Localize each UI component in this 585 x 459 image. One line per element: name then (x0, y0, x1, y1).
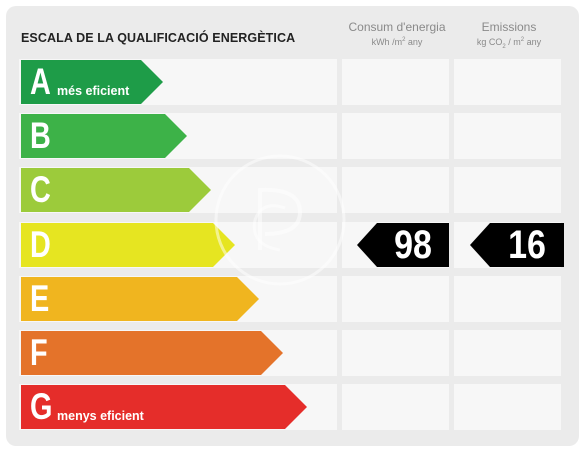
emissions-cell (454, 330, 561, 376)
consumption-unit: kWh /m2 any (371, 37, 423, 47)
class-letter: A (30, 61, 51, 102)
watermark-logo-icon (214, 154, 346, 286)
consumption-cell (342, 276, 449, 322)
class-sublabel: menys eficient (57, 409, 144, 423)
emissions-header: Emissions kg CO2 / m2 any (453, 20, 565, 53)
class-letter: F (30, 332, 48, 373)
class-letter: D (30, 224, 51, 265)
class-letter: G (30, 386, 53, 427)
class-c-arrow: C (21, 168, 211, 212)
consumption-header: Consum d'energia kWh /m2 any (341, 20, 453, 48)
emissions-rating-tag-value: 16 (508, 223, 546, 267)
class-b-arrow: B (21, 114, 187, 158)
emissions-cell (454, 384, 561, 430)
emissions-unit: kg CO2 / m2 any (476, 37, 542, 50)
consumption-label: Consum d'energia (348, 20, 446, 34)
consumption-rating-tag-value: 98 (394, 223, 432, 267)
emissions-label: Emissions (481, 20, 537, 34)
consumption-cell (342, 113, 449, 159)
emissions-cell (454, 167, 561, 213)
class-e-arrow: E (21, 277, 259, 321)
class-letter: B (30, 115, 51, 156)
consumption-cell (342, 330, 449, 376)
class-letter: E (30, 278, 50, 319)
consumption-cell (342, 59, 449, 105)
emissions-rating-tag: 16 (470, 223, 564, 267)
consumption-cell (342, 167, 449, 213)
emissions-cell (454, 276, 561, 322)
class-f-arrow: F (21, 331, 283, 375)
consumption-rating-tag: 98 (357, 223, 449, 267)
scale-title: ESCALA DE LA QUALIFICACIÓ ENERGÈTICA (21, 31, 296, 45)
class-letter: C (30, 169, 51, 210)
class-d-arrow: D (21, 223, 235, 267)
emissions-cell (454, 59, 561, 105)
emissions-cell (454, 113, 561, 159)
consumption-cell (342, 384, 449, 430)
class-sublabel: més eficient (57, 84, 130, 98)
